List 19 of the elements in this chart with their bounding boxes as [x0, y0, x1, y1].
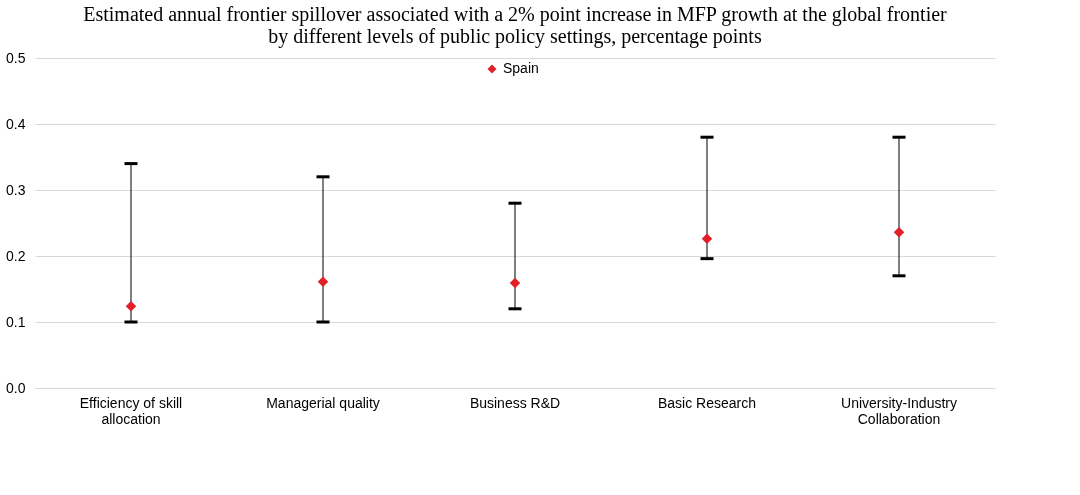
- point: [317, 276, 329, 287]
- y-tick-label: 0.1: [6, 313, 26, 330]
- text: by different levels of public policy settings, percentage points: [268, 25, 762, 47]
- point: [701, 233, 713, 245]
- x-tick-label: Basic Research: [657, 394, 757, 411]
- y-tick-label: 0.2: [6, 247, 26, 264]
- y-tick-label: 0.5: [6, 49, 26, 66]
- point: [509, 277, 521, 289]
- point: [125, 300, 137, 312]
- x-tick-label: Business R&D: [469, 394, 561, 411]
- point: [893, 227, 905, 238]
- x-tick-label: University-Industry Collaboration: [841, 394, 957, 427]
- y-tick-label: 0.0: [6, 379, 26, 396]
- legend-label: Spain: [503, 60, 539, 76]
- text: Estimated annual frontier spillover associated with a 2% point increase in MFP growth at the global frontier: [83, 3, 947, 25]
- x-tick-label: Managerial quality: [266, 394, 380, 411]
- x-tick-label: Efficiency of skill allocation: [79, 394, 183, 427]
- y-tick-label: 0.4: [6, 115, 26, 132]
- y-tick-label: 0.3: [6, 181, 26, 198]
